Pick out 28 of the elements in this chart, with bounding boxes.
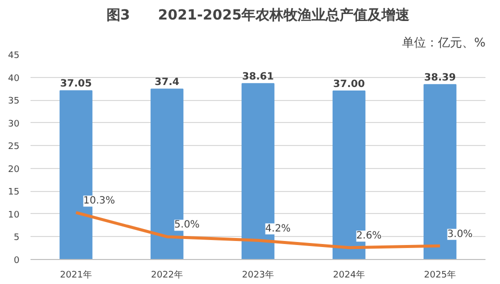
y-tick-label: 45 <box>8 51 20 61</box>
y-tick-label: 20 <box>8 164 20 175</box>
x-tick-label: 2021年 <box>60 270 92 280</box>
y-tick-label: 5 <box>14 233 20 244</box>
x-tick-label: 2024年 <box>333 270 365 280</box>
y-tick-label: 30 <box>8 119 20 130</box>
y-tick-label: 25 <box>8 142 20 152</box>
x-tick-label: 2022年 <box>151 270 183 280</box>
chart-title: 图3 2021-2025年农林牧渔业总产值及增速 <box>106 6 411 24</box>
y-tick-label: 40 <box>8 74 20 84</box>
y-tick-label: 10 <box>8 210 20 220</box>
x-tick-label: 2023年 <box>242 270 274 280</box>
data-label: 5.0% <box>174 220 200 231</box>
data-label: 37.00 <box>333 78 365 90</box>
line-series <box>74 211 442 250</box>
data-label: 4.2% <box>265 223 291 234</box>
data-label: 38.61 <box>242 72 274 83</box>
x-tick-label: 2025年 <box>424 270 456 280</box>
chart-subtitle: 单位：亿元、% <box>402 36 486 50</box>
data-label: 3.0% <box>447 228 473 240</box>
data-label: 38.39 <box>424 72 456 84</box>
data-label: 10.3% <box>83 196 116 207</box>
y-tick-label: 35 <box>8 96 20 107</box>
y-tick-label: 15 <box>8 188 20 198</box>
data-label: 37.05 <box>60 78 92 90</box>
data-label: 37.4 <box>154 77 180 88</box>
y-tick-label: 0 <box>14 256 20 266</box>
data-label: 2.6% <box>356 230 382 242</box>
